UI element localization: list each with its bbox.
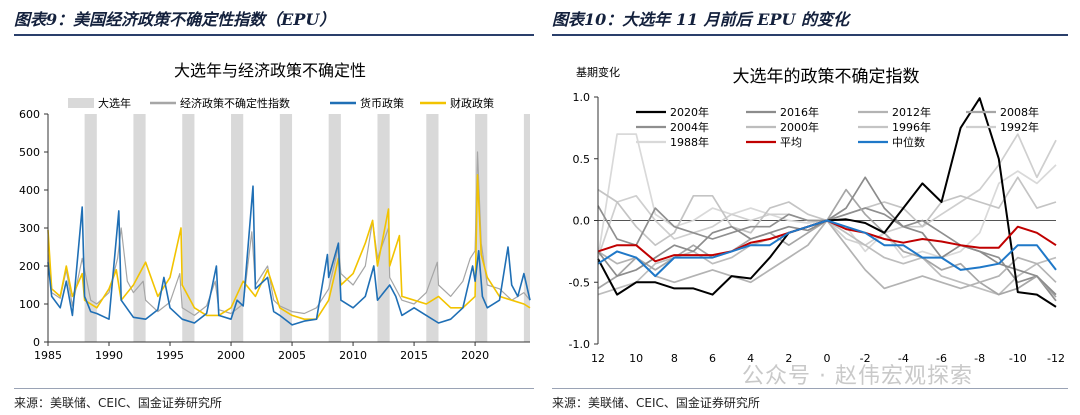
- y-tick-label: -1.0: [569, 338, 590, 351]
- series-line-1988年: [597, 133, 1057, 259]
- legend-label: 1992年: [1000, 120, 1039, 134]
- y-tick-label: 1.0: [573, 91, 591, 104]
- y-tick-label: 600: [19, 108, 40, 121]
- x-tick-label: -8: [974, 352, 985, 364]
- x-tick-label: 2010: [339, 349, 367, 362]
- election-band-2008: [328, 114, 341, 342]
- y-tick-label: 100: [19, 298, 40, 311]
- right-figure-caption: 图表10：大选年 11 月前后 EPU 的变化: [552, 10, 849, 29]
- x-tick-label: 1990: [95, 349, 123, 362]
- left-chart-lines: [47, 151, 531, 326]
- x-tick-label: 8: [671, 352, 678, 364]
- left-chart-legend: 大选年 经济政策不确定性指数 货币政策 财政政策: [68, 96, 494, 110]
- x-tick-label: 4: [747, 352, 754, 364]
- series-line-平均: [597, 219, 1057, 263]
- legend-label: 1996年: [892, 120, 931, 134]
- legend-label: 中位数: [892, 135, 925, 149]
- election-band-1996: [182, 114, 195, 342]
- legend-label: 2008年: [1000, 105, 1039, 119]
- x-tick-label: 1995: [156, 349, 184, 362]
- x-tick-label: -12: [1047, 352, 1065, 364]
- election-band-1992: [133, 114, 146, 342]
- y-tick-label: 0.0: [573, 215, 591, 228]
- legend-label: 2004年: [670, 120, 709, 134]
- x-tick-label: 12: [591, 352, 605, 364]
- legend-label: 货币政策: [360, 96, 404, 110]
- right-chart-lines: [597, 97, 1057, 308]
- left-figure-source: 来源：美联储、CEIC、国金证券研究所: [14, 396, 222, 410]
- series-line-中位数: [597, 219, 1057, 278]
- right-source-rule: [552, 388, 1068, 389]
- left-figure-caption: 图表9：美国经济政策不确定性指数（EPU）: [14, 10, 336, 29]
- right-chart-ylabel: 基期变化: [576, 65, 620, 79]
- y-tick-label: 200: [19, 260, 40, 273]
- left-chart: 大选年与经济政策不确定性 大选年 经济政策不确定性指数 货币政策 财政政策 0 100 2…: [19, 61, 531, 362]
- election-band-2012: [377, 114, 390, 342]
- x-tick-label: -10: [1009, 352, 1027, 364]
- legend-label: 2020年: [670, 105, 709, 119]
- election-band-2024: [523, 114, 530, 342]
- election-band-1988: [84, 114, 97, 342]
- legend-label: 大选年: [98, 96, 131, 110]
- y-tick-label: 400: [19, 184, 40, 197]
- x-tick-label: -2: [860, 352, 871, 364]
- legend-label: 2000年: [780, 120, 819, 134]
- legend-label: 2016年: [780, 105, 819, 119]
- y-tick-label: 0.5: [573, 153, 591, 166]
- y-tick-label: -0.5: [569, 276, 590, 289]
- series-line-2: [47, 185, 531, 326]
- legend-label: 平均: [780, 136, 802, 149]
- left-source-rule: [14, 388, 534, 389]
- legend-label: 2012年: [892, 105, 931, 119]
- x-tick-label: 6: [709, 352, 716, 364]
- series-line-2020年: [597, 97, 1057, 308]
- y-tick-label: 500: [19, 146, 40, 159]
- left-chart-title: 大选年与经济政策不确定性: [174, 61, 366, 80]
- legend-label: 财政政策: [450, 96, 494, 110]
- right-chart-title: 大选年的政策不确定指数: [733, 67, 920, 87]
- left-chart-axes: 0 100 200 300 400 500 600 1985 1990 1995 2000 2005 2…: [19, 108, 530, 362]
- x-tick-label: 0: [824, 352, 831, 364]
- right-chart-legend: 2020年 2016年 2012年 2008年 2004年 2000年 1996年 1992年…: [636, 105, 1039, 149]
- x-tick-label: 10: [629, 352, 643, 364]
- x-tick-label: 1985: [34, 349, 62, 362]
- x-tick-label: 2005: [278, 349, 306, 362]
- series-line-2016年: [597, 176, 1057, 296]
- legend-label: 经济政策不确定性指数: [180, 96, 290, 110]
- watermark-text: 公众号 · 赵伟宏观探索: [742, 364, 973, 389]
- right-caption-rule: [552, 34, 1068, 36]
- series-line-1992年: [597, 133, 1057, 258]
- x-tick-label: -6: [936, 352, 947, 364]
- x-tick-label: 2: [785, 352, 792, 364]
- x-tick-label: -4: [898, 352, 909, 364]
- x-tick-label: 2015: [400, 349, 428, 362]
- y-tick-label: 300: [19, 222, 40, 235]
- legend-swatch-band: [68, 98, 94, 108]
- series-line-2008年: [597, 188, 1057, 298]
- x-tick-label: 2000: [217, 349, 245, 362]
- legend-label: 1988年: [670, 135, 709, 149]
- election-band-2000: [231, 114, 244, 342]
- election-band-2016: [426, 114, 439, 342]
- right-figure-source: 来源：美联储、CEIC、国金证券研究所: [552, 396, 760, 410]
- right-chart: 基期变化 大选年的政策不确定指数 -1.0 -0.5 0.0 0.5 1.0 12 10 8 6…: [569, 65, 1065, 364]
- election-band-2004: [279, 114, 293, 342]
- left-caption-rule: [14, 34, 534, 36]
- y-tick-label: 0: [33, 336, 40, 349]
- x-tick-label: 2020: [461, 349, 489, 362]
- right-chart-axes: -1.0 -0.5 0.0 0.5 1.0 12 10 8 6 4 2 0 -2 -4 -6 -8 -10 -12: [569, 91, 1065, 364]
